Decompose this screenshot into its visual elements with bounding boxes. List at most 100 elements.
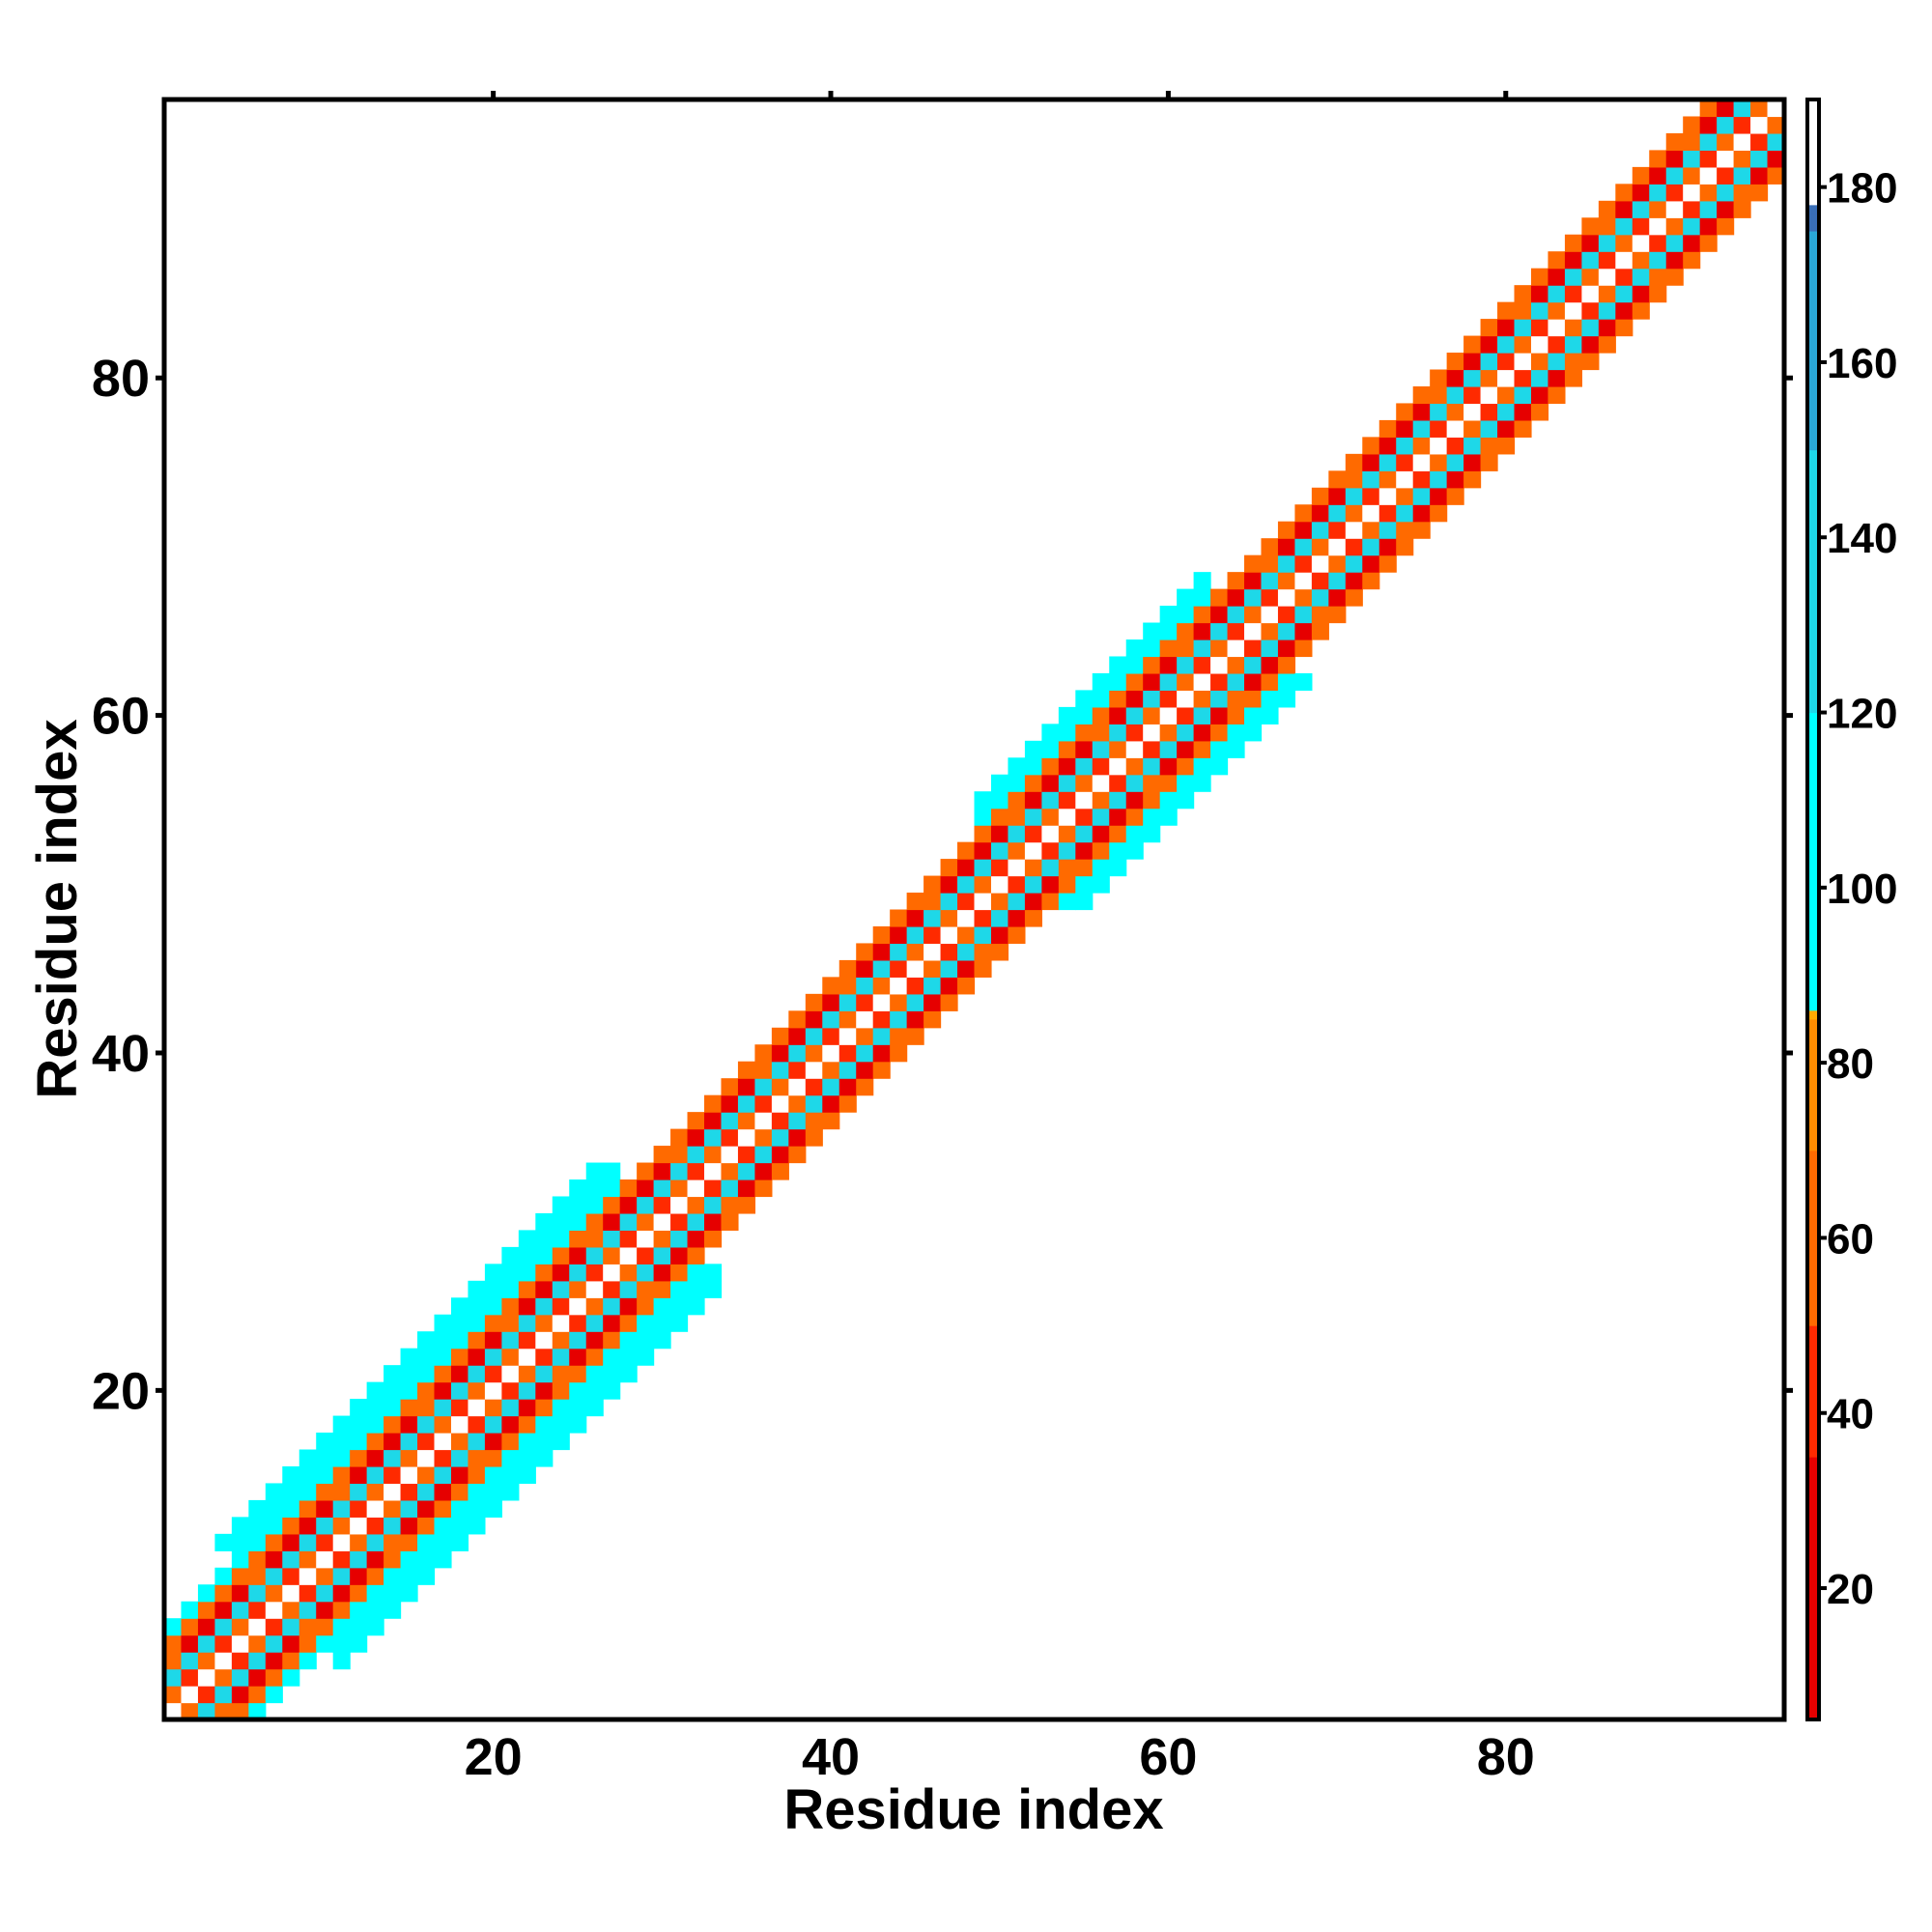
- heatmap-cell: [1125, 791, 1144, 810]
- heatmap-cell: [181, 1686, 199, 1704]
- heatmap-cell: [974, 825, 992, 843]
- heatmap-cell: [805, 1010, 823, 1029]
- heatmap-cell: [535, 1415, 554, 1434]
- colorbar-segment: [1807, 1483, 1819, 1492]
- heatmap-cell: [1717, 166, 1735, 185]
- heatmap-cell: [923, 977, 942, 995]
- heatmap-cell: [197, 1652, 216, 1670]
- heatmap-cell: [1193, 757, 1211, 776]
- heatmap-cell: [585, 1264, 604, 1282]
- heatmap-cell: [1092, 841, 1110, 860]
- heatmap-cell: [535, 1348, 554, 1366]
- heatmap-cell: [1649, 285, 1667, 303]
- colorbar-segment: [1807, 703, 1819, 714]
- heatmap-cell: [1750, 184, 1769, 202]
- heatmap-cell: [298, 1517, 317, 1535]
- heatmap-cell: [569, 1196, 587, 1214]
- heatmap-cell: [501, 1465, 520, 1485]
- heatmap-cell: [637, 1162, 655, 1180]
- heatmap-cell: [1159, 606, 1178, 624]
- heatmap-cell: [1277, 588, 1296, 607]
- colorbar-segment: [1807, 1220, 1819, 1230]
- heatmap-cell: [1632, 301, 1650, 320]
- heatmap-cell: [1699, 234, 1718, 252]
- colorbar-segment: [1807, 1080, 1819, 1090]
- heatmap-cell: [231, 1517, 249, 1535]
- heatmap-cell: [265, 1533, 283, 1551]
- heatmap-cell: [1125, 808, 1144, 826]
- heatmap-cell: [1683, 184, 1701, 202]
- heatmap-cell: [1125, 639, 1144, 658]
- heatmap-cell: [754, 1128, 773, 1147]
- heatmap-cell: [350, 1499, 368, 1518]
- colorbar-segment: [1807, 240, 1819, 249]
- colorbar-segment: [1807, 449, 1819, 460]
- heatmap-cell: [637, 1196, 655, 1214]
- heatmap-cell: [214, 1634, 233, 1653]
- heatmap-cell: [1683, 251, 1701, 270]
- heatmap-cell: [400, 1483, 418, 1501]
- heatmap-cell: [1058, 859, 1076, 877]
- heatmap-cell: [468, 1499, 486, 1518]
- heatmap-cell: [805, 1128, 823, 1147]
- heatmap-cell: [366, 1465, 384, 1485]
- heatmap-cell: [1193, 672, 1211, 692]
- colorbar-segment: [1807, 1141, 1819, 1151]
- heatmap-cell: [1075, 690, 1094, 708]
- heatmap-cell: [265, 1634, 283, 1653]
- colorbar-segment: [1807, 397, 1819, 407]
- x-axis-title: Residue index: [783, 1778, 1163, 1841]
- heatmap-cell: [316, 1618, 334, 1636]
- heatmap-cell: [1665, 268, 1684, 286]
- heatmap-cell: [1497, 385, 1516, 405]
- heatmap-cell: [1446, 453, 1464, 471]
- heatmap-cell: [1244, 554, 1263, 573]
- heatmap-cell: [1058, 724, 1076, 742]
- heatmap-cell: [1075, 740, 1094, 758]
- colorbar-segment: [1807, 729, 1819, 740]
- heatmap-cell: [1244, 690, 1263, 708]
- heatmap-cell: [1075, 841, 1094, 860]
- heatmap-cell: [1717, 150, 1735, 168]
- colorbar-tick-label: 60: [1827, 1215, 1874, 1263]
- heatmap-cell: [1227, 724, 1245, 742]
- heatmap-cell: [1480, 369, 1498, 387]
- heatmap-cell: [1210, 690, 1229, 708]
- heatmap-cell: [1143, 724, 1161, 742]
- heatmap-cell: [653, 1230, 671, 1248]
- heatmap-cell: [298, 1449, 317, 1467]
- heatmap-cell: [1598, 234, 1616, 252]
- heatmap-cell: [1227, 639, 1245, 658]
- heatmap-cell: [1564, 251, 1582, 270]
- heatmap-cell: [1058, 791, 1076, 810]
- heatmap-cell: [1193, 774, 1211, 792]
- heatmap-cell: [350, 1449, 368, 1467]
- heatmap-cell: [585, 1196, 604, 1214]
- heatmap-cell: [1058, 893, 1076, 911]
- colorbar-segment: [1807, 835, 1819, 845]
- heatmap-cell: [721, 1128, 739, 1147]
- colorbar-segment: [1807, 248, 1819, 258]
- colorbar-segment: [1807, 1036, 1819, 1046]
- heatmap-cell: [890, 1044, 908, 1063]
- colorbar-segment: [1807, 1692, 1819, 1703]
- colorbar-segment: [1807, 1614, 1819, 1624]
- colorbar-segment: [1807, 598, 1819, 609]
- heatmap-cell: [400, 1567, 418, 1585]
- heatmap-cell: [704, 1179, 723, 1198]
- heatmap-cell: [468, 1297, 486, 1316]
- heatmap-cell: [1733, 184, 1751, 202]
- heatmap-cell: [585, 1246, 604, 1264]
- heatmap-cell: [687, 1280, 705, 1298]
- heatmap-cell: [366, 1499, 384, 1518]
- heatmap-cell: [484, 1331, 502, 1350]
- heatmap-cell: [1396, 504, 1414, 523]
- heatmap-cell: [1024, 859, 1042, 877]
- heatmap-cell: [282, 1483, 300, 1501]
- heatmap-cell: [838, 1078, 857, 1096]
- heatmap-cell: [400, 1433, 418, 1451]
- heatmap-cell: [603, 1365, 621, 1383]
- heatmap-cell: [569, 1365, 587, 1383]
- heatmap-cell: [670, 1162, 689, 1180]
- heatmap-cell: [1261, 672, 1279, 692]
